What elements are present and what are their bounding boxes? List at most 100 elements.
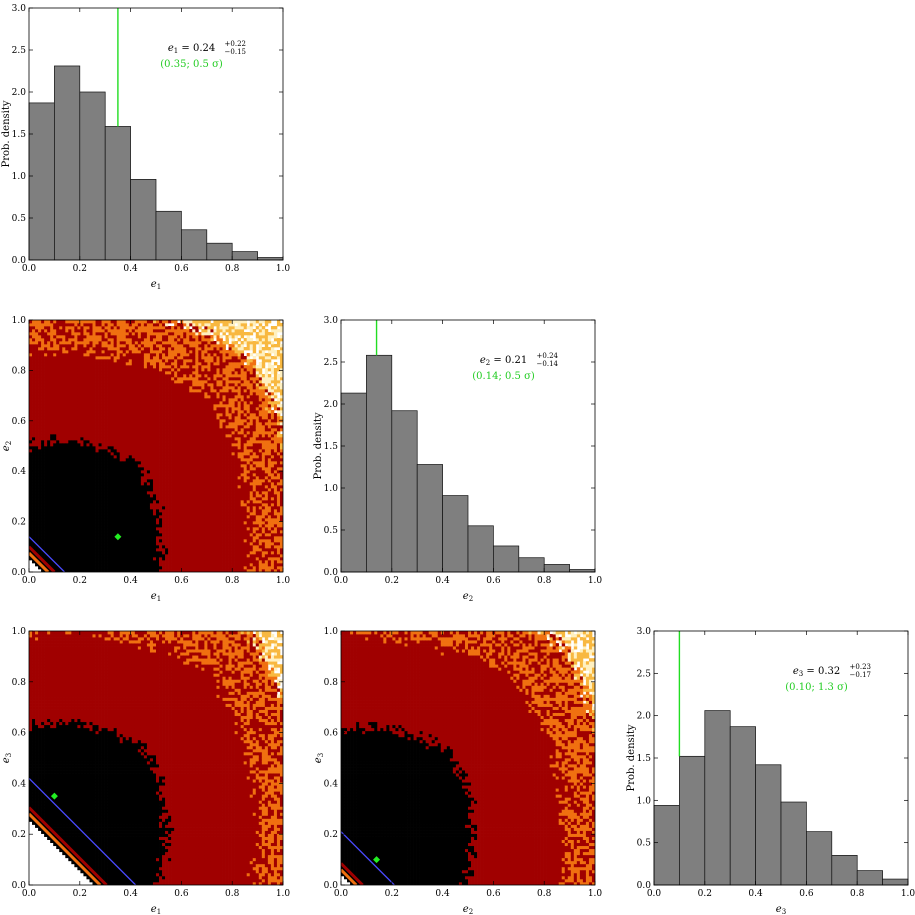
y-tick-label: 0.6 <box>12 729 27 739</box>
histogram-bar <box>780 801 807 886</box>
y-tick-label: 0.4 <box>12 779 27 789</box>
truth-marker <box>114 533 122 541</box>
constraint-line <box>341 831 395 885</box>
x-tick-label: 0.4 <box>748 889 763 899</box>
y-tick-label: 0.4 <box>12 467 27 477</box>
histogram-bar <box>130 179 157 261</box>
y-tick-label: 0.5 <box>637 839 652 849</box>
error-plus: +0.23 <box>850 663 871 671</box>
truth-value-label: (0.14; 0.5 σ) <box>472 371 535 382</box>
histogram-bar <box>543 564 570 573</box>
y-axis-label: e3 <box>1 753 13 763</box>
x-tick-label: 0.6 <box>799 889 814 899</box>
truth-marker <box>373 856 381 864</box>
x-tick-label: 0.8 <box>850 889 865 899</box>
y-tick-label: 3.0 <box>324 316 339 326</box>
y-tick-label: 1.0 <box>12 172 27 182</box>
truth-marker <box>50 792 58 800</box>
y-tick-label: 2.0 <box>12 88 27 98</box>
x-tick-label: 0.6 <box>174 889 189 899</box>
y-axis-label: e2 <box>1 441 13 451</box>
y-tick-label: 0.6 <box>324 729 339 739</box>
scatter-e1-e3-panel: 0.0 0.2 0.4 0.6 0.8 1.0 0.0 0.2 0.4 0.6 0.8 1.0 e1 e3 <box>1 627 290 915</box>
y-axis-label: e3 <box>313 753 325 763</box>
y-tick-label: 0.0 <box>324 881 339 891</box>
histogram-bar <box>366 354 393 573</box>
constraint-line <box>29 536 66 572</box>
y-tick-label: 2.5 <box>637 669 652 679</box>
histogram-bar <box>729 726 756 886</box>
error-minus: −0.15 <box>225 48 246 56</box>
x-tick-label: 0.8 <box>225 889 240 899</box>
histogram-bar <box>206 242 233 261</box>
y-tick-label: 0.0 <box>12 256 27 266</box>
x-tick-label: 0.0 <box>22 576 37 586</box>
boundary-band-inner <box>341 862 364 885</box>
error-minus: −0.14 <box>537 360 559 368</box>
y-tick-label: 0.5 <box>12 214 27 224</box>
x-tick-label: 0.8 <box>537 889 552 899</box>
boundary-band-inner <box>29 806 108 885</box>
y-tick-label: 1.0 <box>324 627 339 637</box>
histogram-bar <box>831 855 858 886</box>
histogram-bar <box>340 392 367 573</box>
x-axis-label: e1 <box>151 279 161 291</box>
x-tick-label: 1.0 <box>276 264 291 274</box>
x-tick-label: 0.4 <box>123 264 138 274</box>
histogram-bar <box>882 878 909 886</box>
x-axis-label: e3 <box>776 904 786 915</box>
y-tick-label: 1.5 <box>637 754 652 764</box>
histogram-bar <box>493 545 520 573</box>
boundary-band-outer <box>341 868 358 885</box>
y-axis-label: Prob. density <box>626 724 637 791</box>
x-tick-label: 0.2 <box>73 264 87 274</box>
histogram-bar <box>391 410 418 573</box>
x-tick-label: 0.4 <box>123 576 138 586</box>
histogram-bar <box>104 126 131 261</box>
hist-e2-panel: 0.0 0.2 0.4 0.6 0.8 1.0 0.0 0.5 1.0 1.5 2.0 2.5 3.0 e… <box>313 316 602 603</box>
truth-value-label: (0.35; 0.5 σ) <box>160 59 223 70</box>
y-tick-label: 0.8 <box>12 678 27 688</box>
y-tick-label: 2.0 <box>324 400 339 410</box>
x-tick-label: 0.6 <box>174 576 189 586</box>
y-tick-label: 0.0 <box>324 568 339 578</box>
x-tick-label: 0.8 <box>225 264 240 274</box>
x-tick-label: 1.0 <box>588 576 603 586</box>
x-tick-label: 0.4 <box>123 889 138 899</box>
density-map <box>29 320 283 572</box>
histogram-bar <box>467 525 494 573</box>
y-tick-label: 0.2 <box>12 518 26 528</box>
plot-frame <box>28 319 284 573</box>
error-plus: +0.22 <box>225 40 246 48</box>
y-tick-label: 0.2 <box>324 830 338 840</box>
y-tick-label: 1.0 <box>12 316 27 326</box>
x-tick-label: 0.2 <box>73 576 87 586</box>
histogram-bar <box>653 805 680 886</box>
x-tick-label: 1.0 <box>276 889 291 899</box>
x-tick-label: 0.8 <box>537 576 552 586</box>
error-plus: +0.24 <box>537 352 559 360</box>
y-tick-label: 1.5 <box>12 130 27 140</box>
x-tick-label: 0.8 <box>225 576 240 586</box>
y-tick-label: 0.8 <box>324 678 339 688</box>
x-tick-label: 0.2 <box>385 889 399 899</box>
x-tick-label: 0.4 <box>435 576 450 586</box>
x-axis-label: e1 <box>151 591 161 603</box>
histogram-bar <box>518 557 545 573</box>
y-tick-label: 0.0 <box>12 568 27 578</box>
density-map <box>341 631 595 885</box>
y-tick-label: 0.4 <box>324 779 339 789</box>
histogram-bar <box>28 102 55 261</box>
x-axis-label: e1 <box>151 904 161 915</box>
hist-e3-panel: 0.0 0.2 0.4 0.6 0.8 1.0 0.0 0.5 1.0 1.5 2.0 2.5 3.0 e… <box>626 627 915 915</box>
y-tick-label: 0.0 <box>637 881 652 891</box>
error-minus: −0.17 <box>850 671 871 679</box>
x-axis-label: e2 <box>463 591 473 603</box>
x-tick-label: 0.6 <box>486 576 501 586</box>
y-tick-label: 2.5 <box>324 358 339 368</box>
truth-value-label: (0.10; 1.3 σ) <box>785 682 848 693</box>
plot-frame <box>340 630 596 886</box>
plot-frame <box>28 630 284 886</box>
y-axis-label: Prob. density <box>1 100 12 167</box>
posterior-summary: e2 = 0.21 <box>480 355 527 367</box>
